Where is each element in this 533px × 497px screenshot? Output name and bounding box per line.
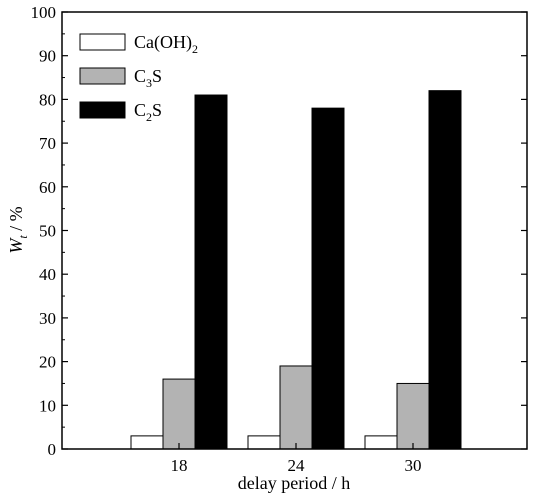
x-tick-label: 30 [405, 456, 422, 475]
y-tick-label: 90 [39, 47, 56, 66]
x-tick-label: 24 [288, 456, 306, 475]
legend-swatch-c3s [79, 67, 126, 85]
bar-c2s-18 [194, 94, 228, 450]
y-axis: 0 10 20 30 40 50 60 70 80 90 100 [31, 3, 527, 459]
y-tick-label: 80 [39, 90, 56, 109]
y-tick-label: 10 [39, 396, 56, 415]
legend-label-c3s: C3S [134, 66, 162, 90]
legend: Ca(OH)2 C3S C2S [79, 32, 198, 124]
y-tick-label: 20 [39, 353, 56, 372]
y-tick-label: 70 [39, 134, 56, 153]
legend-label-caoh2: Ca(OH)2 [134, 32, 198, 56]
y-tick-label: 100 [31, 3, 57, 22]
x-tick-label: 18 [171, 456, 188, 475]
legend-item-caoh2: Ca(OH)2 [79, 32, 198, 56]
bar-c3s-24 [279, 365, 313, 450]
bar-c2s-30 [428, 90, 462, 450]
legend-item-c3s: C3S [79, 66, 162, 90]
y-tick-label: 30 [39, 309, 56, 328]
legend-item-c2s: C2S [79, 100, 162, 124]
x-axis-label: delay period / h [238, 473, 350, 493]
bar-caoh2-24 [247, 435, 281, 450]
bar-caoh2-18 [130, 435, 164, 450]
bar-c3s-18 [162, 378, 196, 450]
y-tick-label: 60 [39, 178, 56, 197]
bars [130, 90, 462, 450]
bar-c2s-24 [311, 107, 345, 450]
y-tick-label: 0 [48, 440, 57, 459]
y-axis-label: Wt / % [6, 206, 30, 253]
legend-swatch-caoh2 [79, 33, 126, 51]
legend-swatch-c2s [79, 101, 126, 119]
y-tick-label: 50 [39, 222, 56, 241]
legend-label-c2s: C2S [134, 100, 162, 124]
x-axis: 18 24 30 [171, 443, 422, 475]
bar-c3s-30 [396, 382, 430, 450]
bar-caoh2-30 [364, 435, 398, 450]
y-tick-label: 40 [39, 265, 56, 284]
